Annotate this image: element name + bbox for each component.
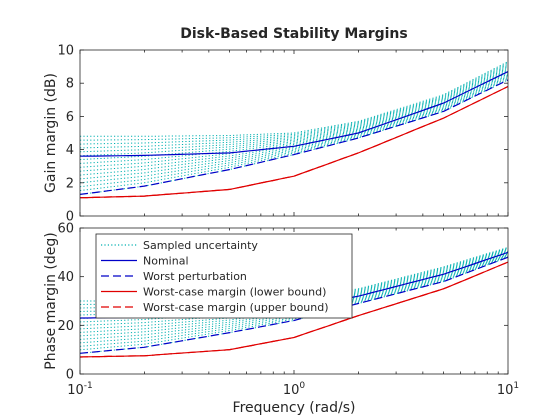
legend: Sampled uncertainty Nominal Worst perturba… — [95, 233, 353, 319]
gain-margin-panel: 0 2 4 6 8 10 — [57, 44, 509, 225]
gain-sampled-curve — [80, 75, 508, 184]
legend-label: Worst perturbation — [143, 270, 247, 283]
gain-sampled-curve — [80, 64, 508, 149]
phase-series-worst-perturbation — [80, 256, 508, 354]
gain-sampled-curve — [80, 72, 508, 172]
x-tick-label: 100 — [283, 381, 306, 398]
gain-y-tick-label: 10 — [57, 44, 74, 59]
phase-sampled-curve — [80, 255, 508, 347]
gain-y-tick-label: 4 — [66, 143, 74, 158]
gain-y-axis-label: Gain margin (dB) — [43, 73, 59, 193]
gain-sampled-curve — [80, 61, 508, 137]
x-axis-label: Frequency (rad/s) — [233, 400, 356, 416]
gain-sampled-curve — [80, 67, 508, 157]
gain-series-nominal — [80, 71, 508, 157]
gain-y-tick-label: 0 — [66, 210, 74, 225]
gain-y-tick-label: 8 — [66, 77, 74, 92]
gain-plot-lines — [80, 61, 508, 199]
gain-series-worst-case-margin-lower-bound — [80, 85, 508, 199]
gain-sampled-curve — [80, 73, 508, 176]
legend-label: Nominal — [143, 255, 189, 268]
phase-y-tick-label: 60 — [57, 222, 74, 237]
phase-sampled-curve — [80, 256, 508, 351]
gain-sampled-curve — [80, 69, 508, 164]
gain-series-worst-perturbation — [80, 79, 508, 195]
legend-label: Worst-case margin (upper bound) — [143, 301, 329, 314]
chart-title: Disk-Based Stability Margins — [180, 26, 407, 42]
x-tick-label: 101 — [497, 381, 519, 398]
phase-y-axis-label: Phase margin (deg) — [43, 232, 59, 369]
gain-sampled-curve — [80, 70, 508, 168]
phase-y-tick-label: 0 — [66, 368, 74, 383]
gain-sampled-curve — [80, 76, 508, 188]
gain-plot-area — [80, 50, 508, 216]
phase-y-tick-label: 20 — [57, 319, 74, 334]
phase-sampled-curve — [80, 254, 508, 340]
phase-series-worst-case-margin-lower-bound — [80, 261, 508, 358]
x-tick-label: 10-1 — [67, 381, 93, 398]
gain-sampled-curve — [80, 74, 508, 180]
legend-label: Sampled uncertainty — [143, 239, 258, 252]
legend-label: Worst-case margin (lower bound) — [143, 286, 326, 299]
gain-sampled-curve — [80, 66, 508, 153]
gain-y-tick-label: 6 — [66, 110, 74, 125]
gain-y-tick-label: 2 — [66, 176, 74, 191]
gain-sampled-curve — [80, 78, 508, 191]
legend-box — [95, 233, 353, 319]
phase-y-tick-label: 40 — [57, 270, 74, 285]
phase-sampled-curve — [80, 254, 508, 344]
